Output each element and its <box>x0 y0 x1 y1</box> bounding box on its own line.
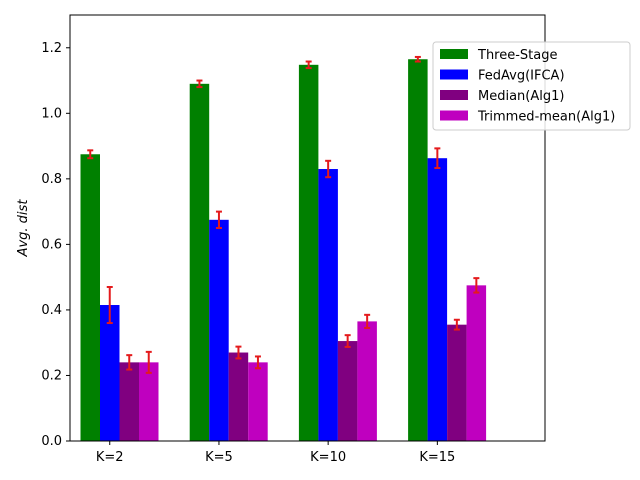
bar <box>248 362 268 441</box>
legend-label: Three-Stage <box>477 48 558 63</box>
y-tick-label: 0.0 <box>41 434 62 449</box>
x-tick-label: K=15 <box>419 450 455 465</box>
y-axis-label: Avg. dist <box>16 199 31 258</box>
bar <box>189 83 210 442</box>
legend-swatch <box>440 69 468 80</box>
x-tick-label: K=10 <box>310 450 346 465</box>
bar <box>427 158 448 441</box>
y-tick-label: 1.2 <box>41 41 62 56</box>
y-tick-label: 1.0 <box>41 106 62 121</box>
bar <box>298 64 319 441</box>
bar <box>209 219 229 441</box>
bar <box>447 324 467 441</box>
legend: Three-Stage FedAvg(IFCA) Median(Alg1) Trimm… <box>432 41 631 131</box>
x-axis-ticks: K=2 K=5 K=10 K=15 <box>96 441 455 465</box>
legend-swatch <box>440 90 468 100</box>
legend-label: Median(Alg1) <box>478 89 564 104</box>
legend-box <box>432 41 631 131</box>
y-tick-label: 0.8 <box>41 172 62 187</box>
bar <box>119 362 139 441</box>
legend-label: FedAvg(IFCA) <box>478 69 565 84</box>
error-bars-layer <box>87 55 480 374</box>
x-tick-label: K=2 <box>96 450 124 465</box>
bar <box>139 362 159 441</box>
bar <box>318 169 338 441</box>
bar <box>228 352 249 441</box>
y-tick-label: 0.6 <box>41 237 62 252</box>
bars-layer <box>80 59 487 442</box>
x-tick-label: K=5 <box>205 450 233 465</box>
legend-swatch <box>440 49 468 59</box>
y-axis-ticks: 0.0 0.2 0.4 0.6 0.8 1.0 1.2 <box>41 41 70 449</box>
bar <box>337 341 358 441</box>
bar <box>466 285 487 441</box>
legend-label: Trimmed-mean(Alg1) <box>477 110 615 125</box>
bar <box>80 154 100 441</box>
y-tick-label: 0.2 <box>41 368 62 383</box>
y-tick-label: 0.4 <box>41 303 62 318</box>
axes-frame <box>69 14 546 442</box>
bar <box>100 305 120 441</box>
bar <box>408 59 428 441</box>
bar <box>357 321 377 441</box>
legend-swatch <box>440 110 468 121</box>
